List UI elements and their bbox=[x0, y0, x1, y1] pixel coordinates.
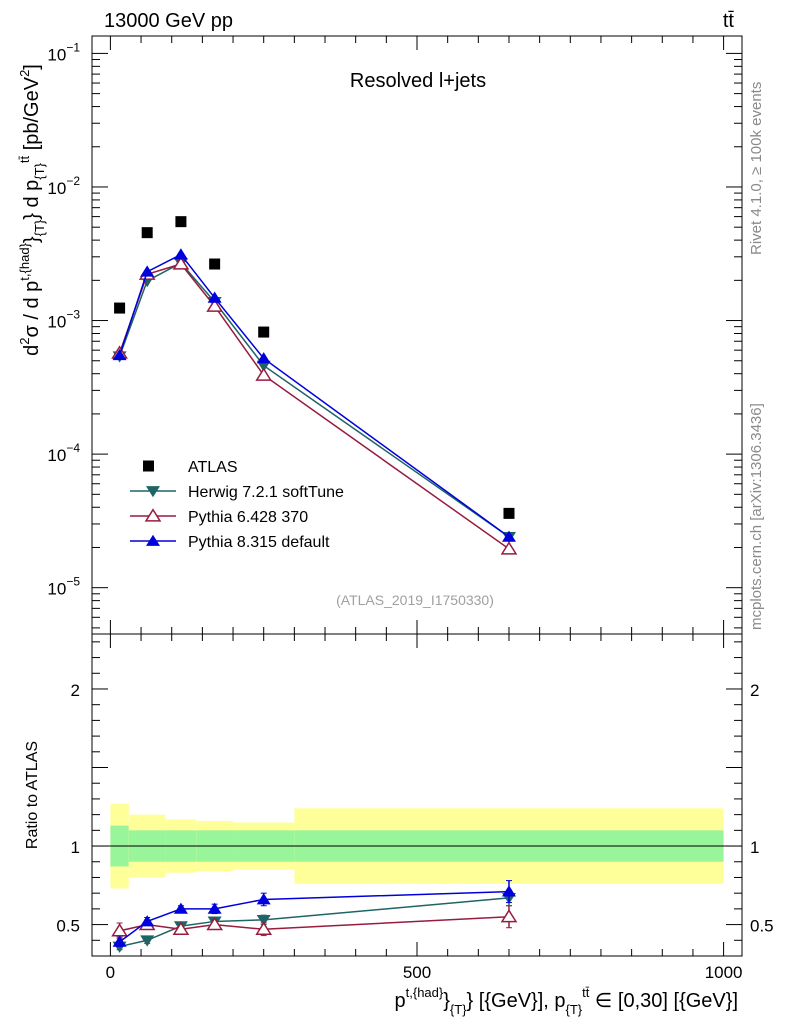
marker-triangle-up bbox=[140, 915, 155, 927]
series-line bbox=[118, 253, 510, 538]
marker-triangle-up bbox=[501, 530, 516, 542]
series-layer bbox=[111, 248, 518, 953]
marker-triangle-up-open bbox=[500, 909, 518, 923]
analysis-watermark: (ATLAS_2019_I1750330) bbox=[336, 592, 494, 608]
x-tick-label: 500 bbox=[403, 963, 431, 982]
marker-triangle-up bbox=[140, 265, 155, 277]
x-tick-label: 0 bbox=[106, 963, 115, 982]
marker-triangle-up-open bbox=[144, 508, 162, 522]
data-layer bbox=[114, 216, 515, 519]
data-point-atlas bbox=[503, 507, 515, 519]
ratio-tick-label-left: 1 bbox=[71, 838, 80, 857]
marker-triangle-down bbox=[256, 360, 271, 372]
ratio-plot-frame bbox=[91, 633, 743, 957]
x-tick-label: 1000 bbox=[705, 963, 743, 982]
axis-ticks bbox=[92, 36, 742, 956]
process-label: tt̄ bbox=[723, 10, 735, 32]
legend-label: Pythia 6.428 370 bbox=[188, 509, 308, 526]
y-axis-label: d2σ / d pt,{had}}{T}} d p{T}tt̄ [pb/GeV2… bbox=[17, 64, 47, 356]
marker-triangle-up-open bbox=[255, 367, 273, 381]
data-point-atlas bbox=[175, 216, 187, 228]
tick-labels: 0 500 1000 10−1 10−2 10−3 10−4 10−5 0.5 0.5 1 1 2 2 bbox=[47, 40, 773, 982]
data-point-atlas bbox=[114, 302, 126, 314]
marker-triangle-up bbox=[146, 534, 160, 546]
y-tick-label: 10−5 bbox=[47, 575, 80, 599]
marker-triangle-up bbox=[256, 352, 271, 364]
data-point-atlas bbox=[258, 326, 270, 338]
legend: ATLAS Herwig 7.2.1 softTune Pythia 6.428 3… bbox=[130, 459, 344, 551]
y-tick-label: 10−4 bbox=[47, 441, 80, 465]
marker-triangle-up-open bbox=[172, 256, 190, 270]
chart-title: Resolved l+jets bbox=[350, 70, 486, 92]
y-tick-label: 10−1 bbox=[47, 40, 80, 64]
series-2 bbox=[112, 248, 516, 948]
marker-triangle-up bbox=[256, 893, 271, 905]
marker-triangle-up bbox=[501, 885, 516, 897]
marker-triangle-down bbox=[256, 914, 271, 927]
series-line bbox=[118, 263, 510, 550]
marker-triangle-up bbox=[207, 291, 222, 303]
y-tick-label: 10−3 bbox=[47, 308, 80, 332]
data-point-atlas bbox=[209, 258, 221, 270]
ratio-tick-label-right: 0.5 bbox=[750, 917, 774, 936]
marker-triangle-down bbox=[146, 486, 160, 498]
marker-triangle-up bbox=[112, 935, 127, 947]
energy-label: 13000 GeV pp bbox=[104, 10, 233, 32]
ratio-tick-label-right: 2 bbox=[750, 681, 759, 700]
side-label-mcplots: mcplots.cern.ch [arXiv:1306.3436] bbox=[748, 403, 765, 630]
side-label-rivet: Rivet 4.1.0, ≥ 100k events bbox=[748, 82, 765, 255]
marker-triangle-up-open bbox=[172, 921, 190, 935]
marker-triangle-up bbox=[173, 902, 188, 914]
ratio-bands bbox=[92, 803, 742, 889]
data-point-atlas bbox=[141, 227, 153, 239]
marker-triangle-down bbox=[140, 935, 155, 947]
ratio-series-line bbox=[119, 897, 510, 948]
marker-triangle-up-open bbox=[206, 916, 223, 931]
marker-triangle-up bbox=[173, 248, 188, 260]
legend-marker-atlas bbox=[143, 460, 154, 472]
legend-label: Herwig 7.2.1 softTune bbox=[188, 484, 344, 501]
marker-triangle-up-open bbox=[206, 298, 223, 312]
legend-label-atlas: ATLAS bbox=[188, 459, 238, 476]
x-axis-label: pt,{had}}{T}} [{GeV}], p{T}tt̄ ∈ [0,30] … bbox=[395, 985, 739, 1017]
ratio-tick-label-right: 1 bbox=[750, 838, 759, 857]
marker-triangle-up bbox=[112, 348, 127, 361]
legend-label: Pythia 8.315 default bbox=[188, 534, 330, 551]
y-tick-label: 10−2 bbox=[47, 174, 80, 198]
series-line bbox=[118, 261, 510, 538]
ratio-axis-label: Ratio to ATLAS bbox=[24, 741, 41, 849]
marker-triangle-up-open bbox=[255, 921, 273, 935]
ratio-tick-label-left: 0.5 bbox=[56, 917, 80, 936]
ratio-tick-label-left: 2 bbox=[71, 681, 80, 700]
marker-triangle-up bbox=[207, 902, 222, 914]
marker-triangle-up-open bbox=[500, 541, 518, 555]
